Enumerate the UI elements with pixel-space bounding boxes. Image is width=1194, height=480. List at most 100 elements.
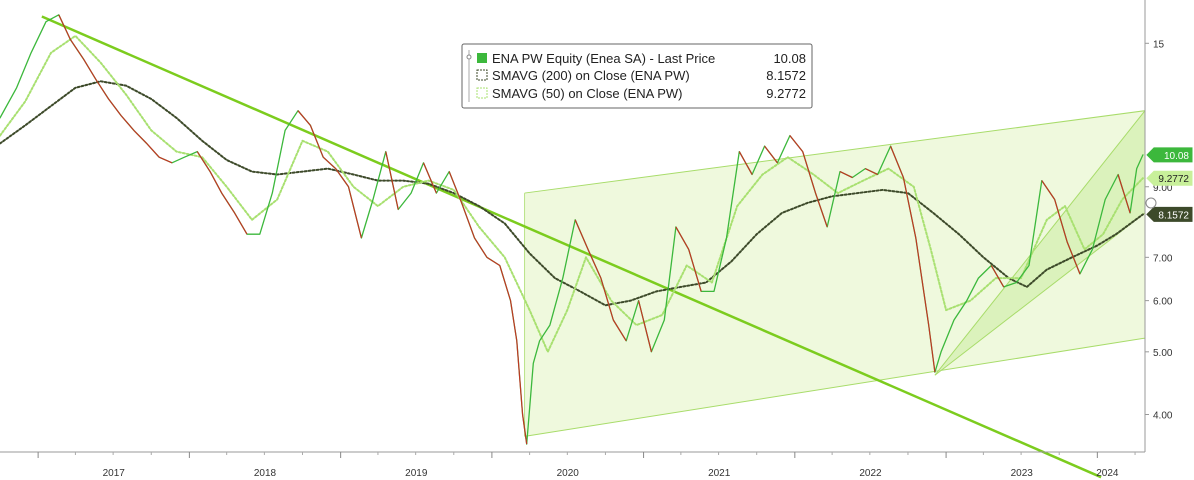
channels-layer (524, 110, 1146, 437)
price-down-segment (688, 249, 702, 292)
legend-entry-smavg50: SMAVG (50) on Close (ENA PW) 9.2772 (476, 86, 806, 101)
last-value-tag: 10.08 (1146, 147, 1193, 163)
price-down-segment (335, 168, 350, 188)
price-down-segment (108, 98, 122, 116)
last-value-tag-label: 8.1572 (1158, 210, 1189, 221)
last-value-tag-shape (1146, 147, 1193, 163)
price-down-segment (347, 186, 362, 239)
channel-upper-line-1 (934, 110, 1146, 376)
legend-swatch-smavg50 (476, 87, 488, 99)
price-down-segment (486, 256, 501, 266)
x-tick-label: 2019 (405, 468, 428, 479)
downtrend-line (41, 15, 1102, 479)
x-axis: 2017 2018 2019 2020 2021 2022 2023 2024 (37, 452, 1136, 479)
x-tick-label: 2017 (103, 468, 126, 479)
price-down-segment (1041, 180, 1056, 200)
price-down-segment (990, 265, 1005, 288)
legend-label-smavg200: SMAVG (200) on Close (ENA PW) (492, 68, 690, 83)
price-down-segment (802, 151, 817, 194)
legend-label-smavg50: SMAVG (50) on Close (ENA PW) (492, 86, 682, 101)
series-layer (0, 14, 1144, 445)
legend-value-price: 10.08 (773, 51, 806, 66)
price-down-segment (675, 226, 690, 250)
last-value-tag: 8.1572 (1146, 206, 1193, 222)
y-tick-label: 4.00 (1153, 410, 1173, 421)
price-down-segment (158, 156, 173, 164)
last-value-tags: 10.08 9.2772 8.1572 (1146, 147, 1193, 222)
series-smavg-200 (0, 80, 1144, 307)
price-down-segment (587, 249, 602, 279)
price-down-segment (1117, 174, 1131, 214)
price-down-segment (473, 237, 488, 258)
trend-layer (41, 15, 1102, 479)
price-down-segment (789, 135, 804, 152)
price-down-segment (120, 115, 135, 131)
price-down-segment (865, 168, 878, 176)
legend: ENA PW Equity (Enea SA) - Last Price 10.… (461, 43, 813, 109)
price-down-segment (612, 319, 627, 342)
channel-lower-line-1 (934, 212, 1146, 376)
x-tick-label: 2018 (254, 468, 277, 479)
price-down-segment (146, 143, 160, 158)
last-value-tag-shape (1146, 170, 1193, 186)
legend-label-price: ENA PW Equity (Enea SA) - Last Price (492, 51, 715, 66)
series-smavg-50 (0, 34, 1144, 353)
price-down-segment (902, 177, 917, 239)
price-down-segment (58, 14, 71, 40)
price-down-segment (196, 151, 211, 172)
x-tick-label: 2021 (708, 468, 731, 479)
price-down-segment (509, 300, 518, 341)
x-tick-label: 2023 (1011, 468, 1034, 479)
last-value-tag: 9.2772 (1146, 170, 1193, 186)
legend-swatch-smavg200 (476, 69, 488, 81)
price-down-segment (638, 300, 653, 352)
y-tick-label: 6.00 (1153, 297, 1173, 308)
legend-value-smavg50: 9.2772 (766, 86, 806, 101)
price-down-segment (422, 162, 437, 194)
price-down-segment (297, 110, 311, 126)
price-down-segment (839, 171, 853, 179)
price-down-segment (448, 171, 463, 204)
price-down-segment (600, 277, 614, 321)
last-value-tag-label: 10.08 (1164, 151, 1189, 162)
scroll-handle-icon[interactable] (1145, 197, 1157, 209)
legend-entry-price: ENA PW Equity (Enea SA) - Last Price 10.… (477, 51, 806, 66)
price-down-segment (928, 324, 936, 373)
price-down-segment (738, 151, 753, 175)
legend-swatch-price (477, 53, 487, 63)
legend-box (461, 43, 813, 109)
price-down-segment (890, 145, 904, 178)
x-tick-label: 2020 (557, 468, 580, 479)
price-down-segment (499, 265, 512, 301)
price-down-segment (764, 145, 778, 164)
y-axis: 4.00 5.00 6.00 7.00 9.00 15 (1145, 39, 1173, 421)
price-down-segment (385, 151, 399, 210)
legend-entry-smavg200: SMAVG (200) on Close (ENA PW) 8.1572 (476, 68, 806, 83)
legend-grip-icon[interactable] (466, 50, 472, 102)
price-down-segment (1054, 199, 1068, 242)
price-down-segment (95, 78, 110, 100)
x-tick-label: 2022 (859, 468, 882, 479)
channel-fill-0 (524, 110, 1145, 437)
price-down-segment (814, 192, 828, 228)
y-tick-label: 9.00 (1153, 183, 1173, 194)
price-down-segment (516, 340, 524, 415)
price-down-segment (915, 237, 930, 326)
y-tick-label: 5.00 (1153, 348, 1173, 359)
price-down-segment (461, 202, 476, 239)
price-down-segment (234, 212, 248, 235)
price-down-segment (69, 39, 84, 60)
x-tick-label: 2024 (1096, 468, 1119, 479)
y-tick-label: 15 (1153, 39, 1165, 50)
price-down-segment (209, 171, 223, 194)
y-tick-label: 7.00 (1153, 253, 1173, 264)
price-down-segment (82, 58, 97, 80)
channel-lower-line-0 (524, 337, 1146, 437)
price-down-segment (133, 129, 148, 144)
price-down-segment (309, 125, 324, 158)
price-down-segment (322, 156, 337, 170)
last-value-tag-label: 9.2772 (1158, 174, 1189, 185)
channel-upper-line-0 (524, 110, 1146, 194)
